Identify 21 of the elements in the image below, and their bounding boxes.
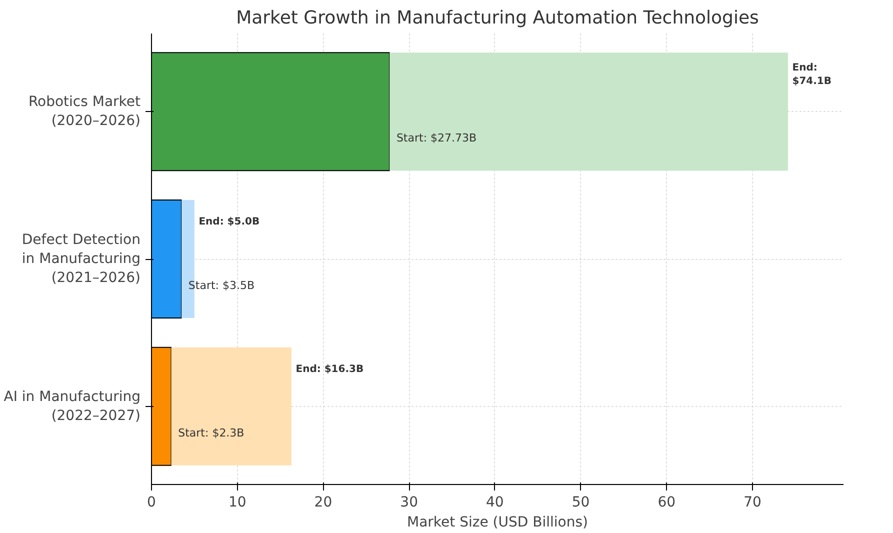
bar	[171, 347, 292, 466]
total-label: End: $16.3B	[296, 364, 364, 376]
x-tick-label: 0	[147, 494, 156, 510]
y-tick-label: Robotics Market (2020–2026)	[28, 94, 142, 130]
data-label: Start: $27.73B	[396, 132, 477, 145]
x-tick-label: 40	[486, 494, 504, 510]
data-label: Start: $2.3B	[178, 426, 244, 440]
x-axis-title: Market Size (USD Billions)	[407, 514, 588, 530]
x-tick-label: 10	[228, 494, 246, 510]
bar	[390, 52, 788, 171]
y-tick-label: Defect Detection in Manufacturing (2021–2026)	[22, 232, 141, 286]
total-label: End: $5.0B	[198, 216, 260, 228]
y-tick-label: AI in Manufacturing (2022–2027)	[4, 388, 141, 424]
x-tick-label: 30	[400, 494, 418, 510]
chart-title: Market Growth in Manufacturing Automation Technologies	[236, 8, 759, 28]
x-tick-label: 60	[658, 494, 676, 510]
x-tick-label: 50	[572, 494, 590, 510]
x-tick-label: 70	[744, 494, 762, 510]
data-label: Start: $3.5B	[188, 279, 255, 292]
x-tick-label: 20	[314, 494, 332, 510]
total-label: End: $74.1B	[792, 62, 832, 87]
